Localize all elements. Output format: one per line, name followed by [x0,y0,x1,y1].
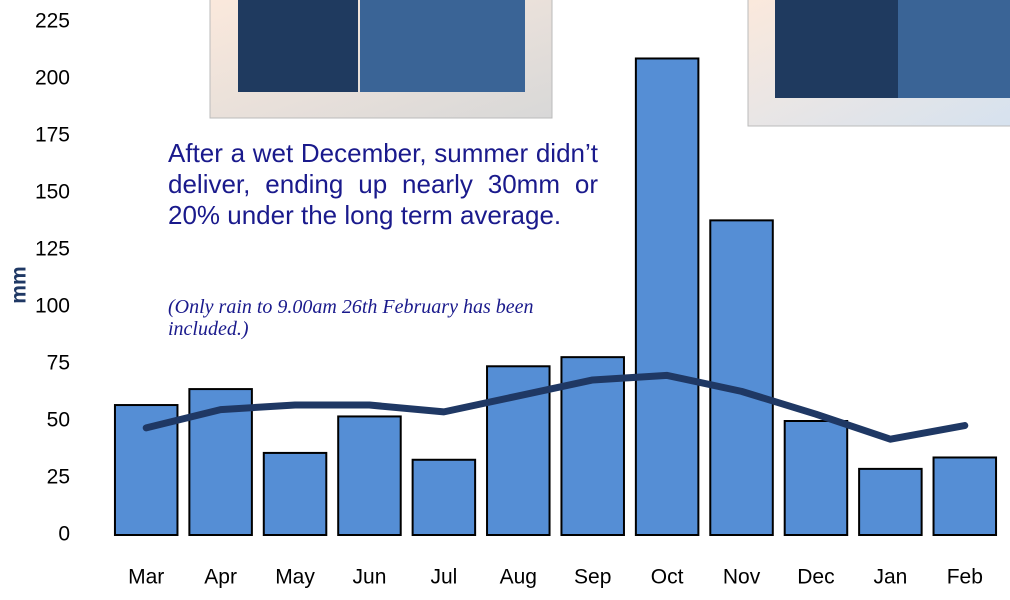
x-tick-label: Nov [723,566,761,589]
x-tick-label: Oct [651,566,684,589]
bar [262,451,328,537]
x-tick-label: May [275,566,315,589]
bar [337,415,402,536]
y-tick-label: 150 [35,181,70,204]
y-tick-label: 75 [47,352,70,375]
x-tick-label: Apr [204,566,237,589]
y-tick-label: 50 [47,409,70,432]
x-tick-label: Dec [797,566,834,589]
x-tick-label: Feb [947,566,983,589]
annotation: (Only rain to 9.00am 26th February has b… [168,296,534,340]
x-tick-label: Aug [500,566,537,589]
x-tick-label: Mar [128,566,164,589]
photo-frame [209,0,553,119]
y-tick-label: 175 [35,124,70,147]
annotation: After a wet December, summer didn’t deli… [168,138,598,230]
bar [709,219,774,537]
bar [634,57,700,536]
y-axis-label: mm [8,266,31,303]
x-tick-label: Jul [430,566,457,589]
line [142,371,969,443]
y-tick-label: 25 [47,466,70,489]
y-tick-label: 0 [58,523,70,546]
y-tick-label: 200 [35,67,70,90]
y-tick-label: 125 [35,238,70,261]
bar [411,458,477,537]
x-tick-label: Jun [353,566,387,589]
photo-frame [747,0,1010,127]
bar [783,420,849,536]
bar [932,456,998,537]
bar [858,467,923,537]
y-tick-label: 100 [35,295,70,318]
x-tick-label: Jan [873,566,907,589]
y-tick-label: 225 [35,10,70,33]
bar [113,404,179,537]
x-tick-label: Sep [574,566,611,589]
